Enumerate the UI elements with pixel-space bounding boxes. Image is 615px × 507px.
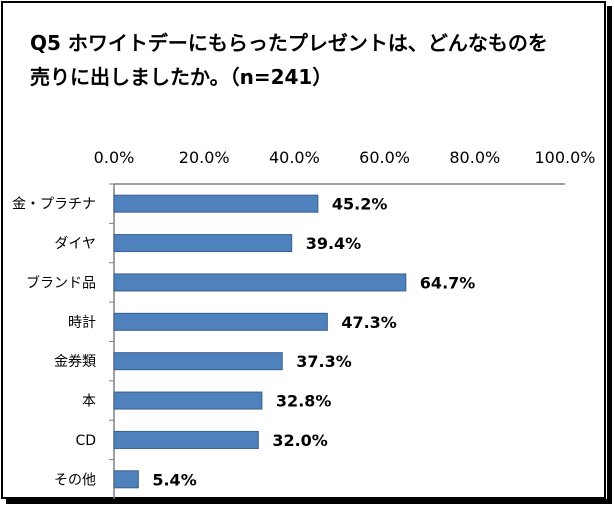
x-tick-label: 20.0% [179,148,230,167]
frame-shadow-bottom [6,499,612,504]
bar [113,273,407,292]
data-label: 39.4% [306,234,362,253]
category-label: 金・プラチナ [12,197,96,213]
data-label: 45.2% [332,195,388,214]
data-label: 64.7% [420,273,476,292]
bar [113,194,319,213]
bar [113,234,293,253]
chart-subtitle: 売りに出しましたか。（n=241） [30,65,333,89]
bar [113,312,328,331]
data-label: 37.3% [296,352,352,371]
x-tick-label: 0.0% [94,148,135,167]
bar [113,391,263,410]
category-label: ダイヤ [54,236,96,252]
x-tick-label: 100.0% [534,148,595,167]
bar [113,430,259,449]
bars [113,194,407,489]
data-label: 5.4% [152,470,196,489]
x-tick-label: 80.0% [449,148,500,167]
axes [109,183,565,499]
category-label: その他 [54,472,96,488]
x-tick-label: 40.0% [269,148,320,167]
x-tick-labels: 0.0% 20.0% 40.0% 60.0% 80.0% 100.0% [94,148,596,167]
data-label: 32.0% [272,431,328,450]
x-tick-label: 60.0% [359,148,410,167]
data-labels: 45.2% 39.4% 64.7% 47.3% 37.3% 32.8% 32.0% 5.4% [152,195,475,490]
bar [113,470,139,489]
chart-frame [1,1,606,499]
frame-shadow-right [607,6,612,503]
chart-title: Q5 ホワイトデーにもらったプレゼントは、どんなものを [30,31,548,55]
bar [113,352,283,371]
category-label: ブランド品 [26,274,96,291]
category-label: 金券類 [54,354,96,370]
category-label: 本 [82,394,96,410]
data-label: 47.3% [341,313,397,332]
category-label: CD [75,433,96,449]
data-label: 32.8% [276,392,332,411]
category-label: 時計 [68,315,96,331]
